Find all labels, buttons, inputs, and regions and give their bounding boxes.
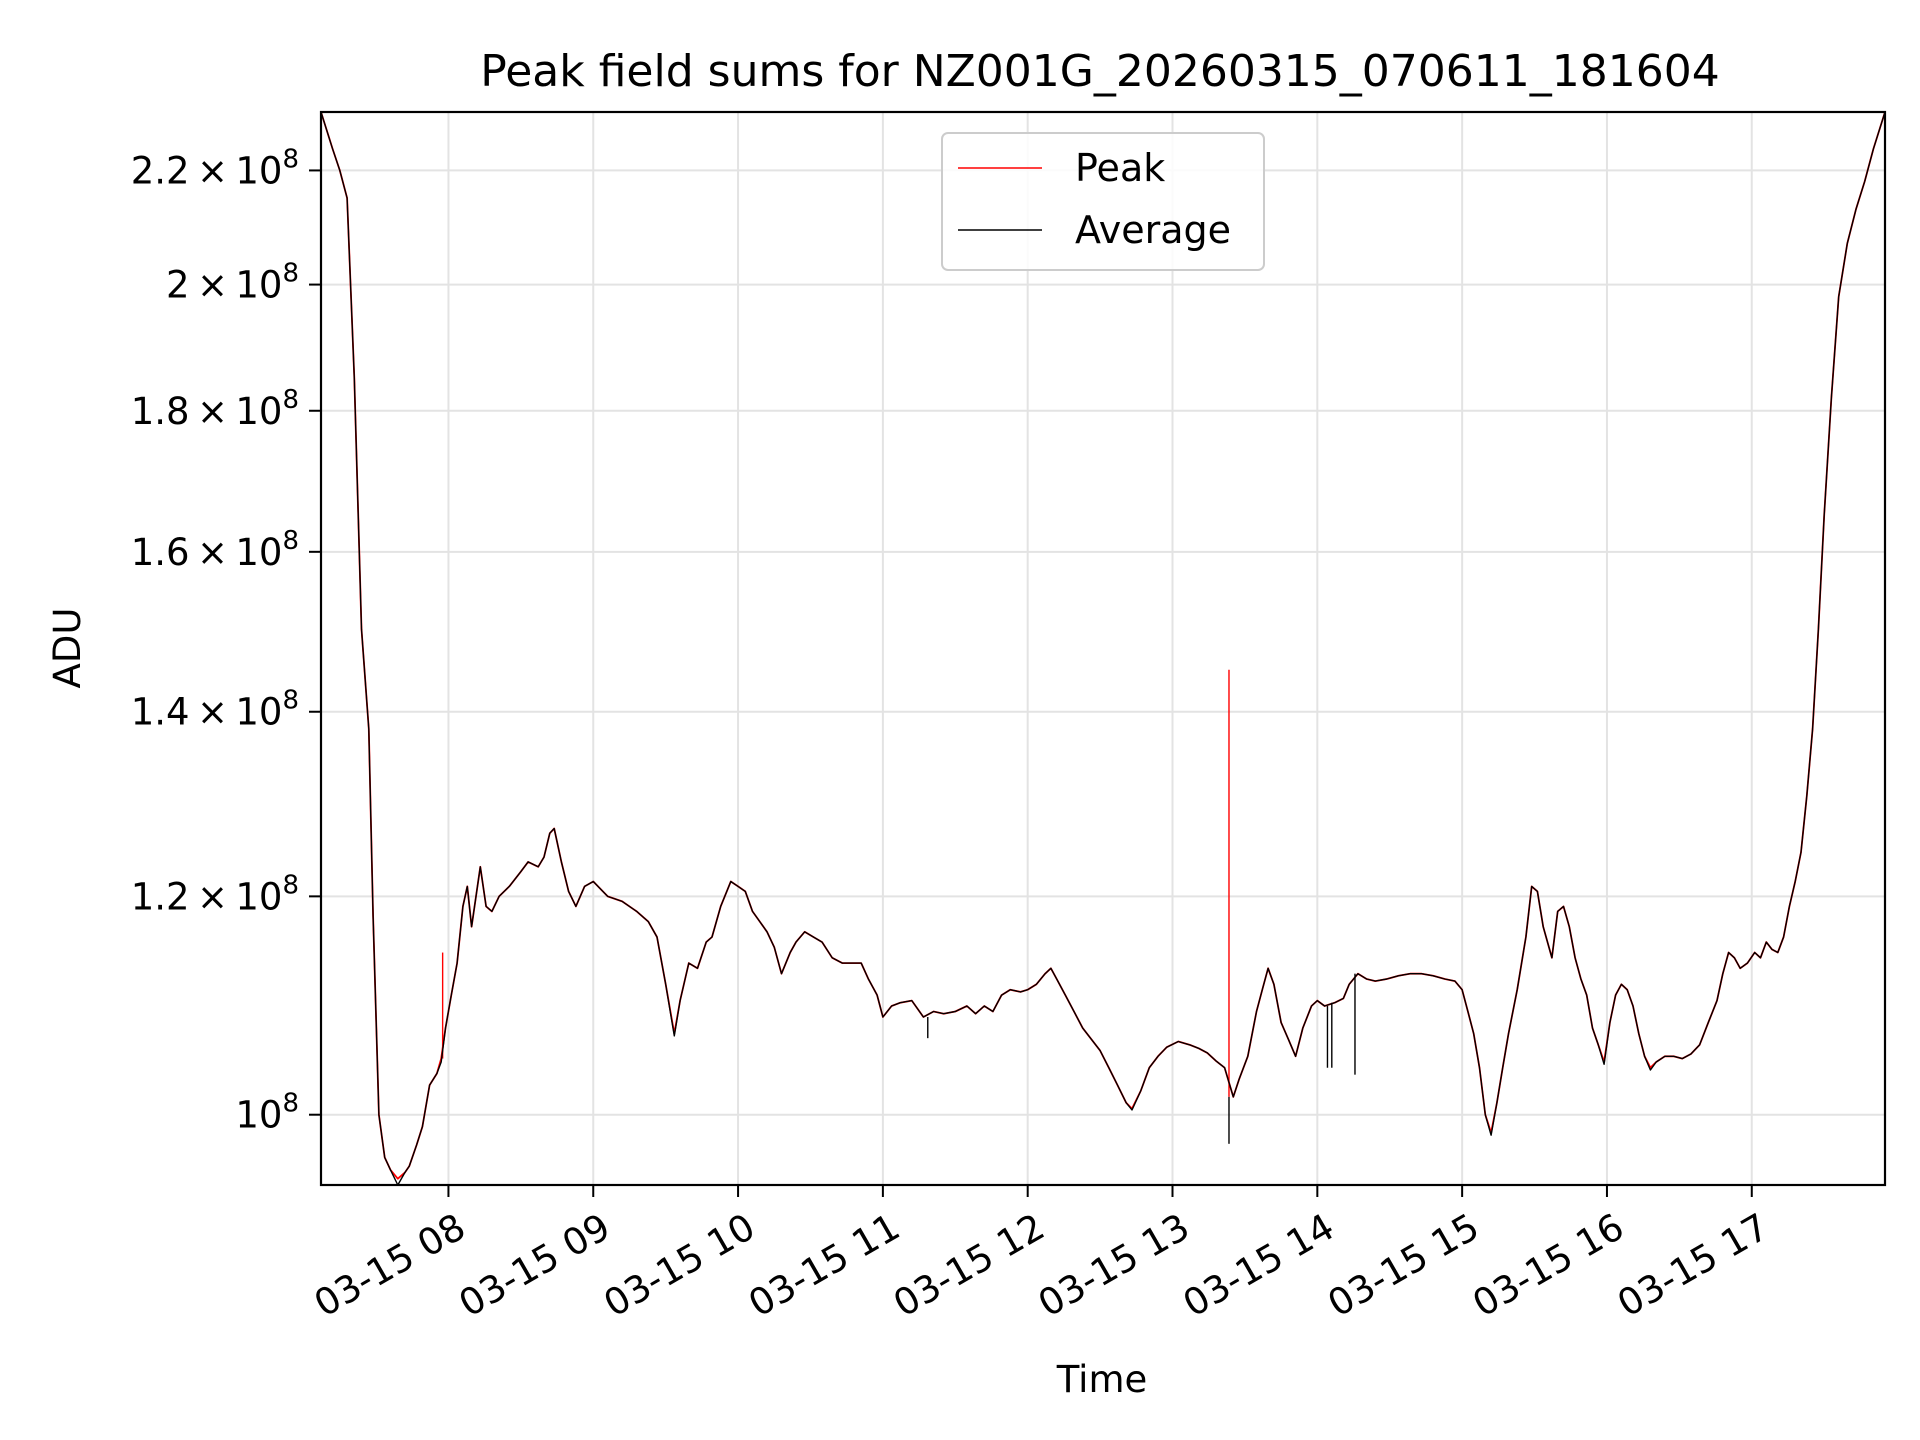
plot-area bbox=[320, 111, 1886, 1186]
chart-title: Peak field sums for NZ001G_20260315_0706… bbox=[480, 46, 1719, 97]
y-tick-label: 2.2 × 108 bbox=[131, 144, 299, 192]
plot-frame bbox=[319, 110, 1887, 1187]
y-tick-label: 1.4 × 108 bbox=[131, 686, 299, 734]
legend-peak-label: Peak bbox=[1075, 146, 1165, 190]
average-series-line bbox=[320, 111, 1886, 1186]
y-axis: 108 1.2 × 108 1.4 × 108 1.6 × 108 1.8 × 108 2… bbox=[131, 144, 321, 1137]
x-axis-label: Time bbox=[1056, 1358, 1148, 1401]
y-tick-label: 2 × 108 bbox=[166, 259, 299, 307]
y-tick-label: 1.8 × 108 bbox=[131, 385, 299, 433]
legend: Peak Average bbox=[941, 132, 1265, 271]
legend-average-label: Average bbox=[1075, 208, 1231, 252]
y-tick-label: 1.2 × 108 bbox=[131, 870, 299, 918]
y-axis-label: ADU bbox=[46, 608, 89, 689]
grid bbox=[321, 112, 1885, 1185]
y-tick-label: 108 bbox=[235, 1089, 299, 1137]
y-tick-label: 1.6 × 108 bbox=[131, 526, 299, 574]
